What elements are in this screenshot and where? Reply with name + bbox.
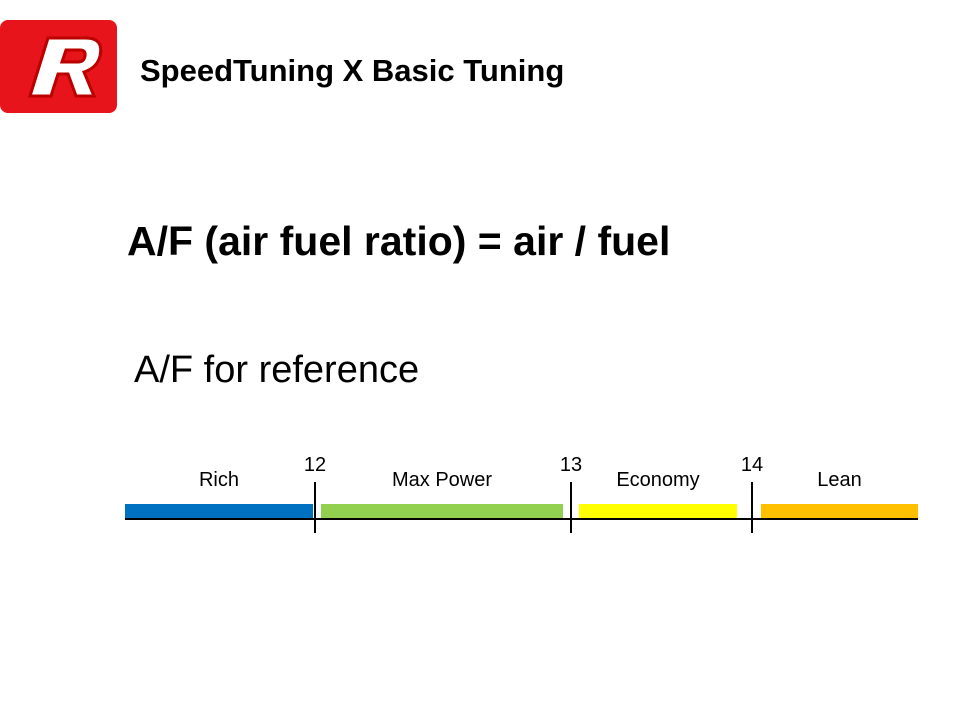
subheading: A/F for reference: [134, 349, 419, 391]
zone-bar: [761, 504, 918, 518]
logo: [0, 20, 117, 113]
zone-bar: [579, 504, 737, 518]
heading: A/F (air fuel ratio) = air / fuel: [127, 218, 670, 264]
zone-label: Max Power: [392, 469, 492, 491]
zone-label: Rich: [199, 469, 239, 491]
slide-title: SpeedTuning X Basic Tuning: [140, 53, 564, 88]
zone-bar: [321, 504, 563, 518]
zone-label: Lean: [817, 469, 862, 491]
marker-label: 13: [560, 454, 582, 476]
zone-label: Economy: [616, 469, 699, 491]
zone-bar: [125, 504, 313, 518]
af-scale: Rich Max Power Economy Lean 12 13 14: [125, 454, 918, 533]
marker-label: 12: [304, 454, 326, 476]
marker-label: 14: [741, 454, 763, 476]
